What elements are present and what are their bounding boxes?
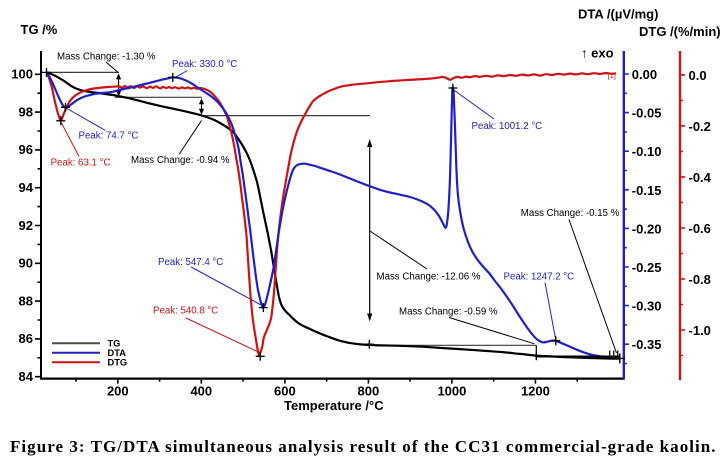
- svg-text:400: 400: [190, 384, 212, 399]
- svg-text:Peak: 540.8 °C: Peak: 540.8 °C: [153, 306, 218, 317]
- svg-text:Peak: 74.7 °C: Peak: 74.7 °C: [79, 131, 139, 142]
- svg-text:-0.6: -0.6: [689, 221, 711, 236]
- svg-text:-0.05: -0.05: [632, 106, 662, 121]
- svg-text:86: 86: [19, 331, 33, 346]
- svg-text:Peak: 547.4 °C: Peak: 547.4 °C: [158, 257, 223, 268]
- svg-text:800: 800: [358, 384, 380, 399]
- svg-text:88: 88: [19, 293, 33, 308]
- svg-text:-0.25: -0.25: [632, 260, 662, 275]
- svg-text:DTG: DTG: [108, 358, 128, 368]
- svg-text:-0.8: -0.8: [689, 272, 711, 287]
- svg-text:-0.4: -0.4: [689, 170, 712, 185]
- svg-text:Mass Change: -0.59 %: Mass Change: -0.59 %: [399, 307, 498, 318]
- svg-text:90: 90: [19, 256, 33, 271]
- svg-text:94: 94: [19, 180, 34, 195]
- svg-text:-0.10: -0.10: [632, 144, 662, 159]
- svg-text:-0.30: -0.30: [632, 299, 662, 314]
- svg-text:Peak: 330.0 °C: Peak: 330.0 °C: [172, 59, 237, 70]
- svg-text:96: 96: [19, 142, 33, 157]
- svg-text:TG: TG: [108, 339, 121, 349]
- svg-text:↑ exo: ↑ exo: [581, 46, 614, 61]
- svg-text:200: 200: [107, 384, 129, 399]
- svg-text:Mass Change: -0.94 %: Mass Change: -0.94 %: [131, 155, 230, 166]
- svg-text:1200: 1200: [521, 384, 550, 399]
- svg-text:-0.20: -0.20: [632, 221, 662, 236]
- svg-text:TG /%: TG /%: [21, 22, 58, 37]
- svg-text:0.0: 0.0: [689, 68, 707, 83]
- svg-text:DTA /(µV/mg): DTA /(µV/mg): [578, 7, 658, 22]
- svg-text:Mass Change: -0.15 %: Mass Change: -0.15 %: [521, 208, 620, 219]
- svg-text:0.00: 0.00: [632, 67, 657, 82]
- svg-text:DTA: DTA: [108, 348, 127, 358]
- svg-text:-0.35: -0.35: [632, 337, 662, 352]
- svg-text:98: 98: [19, 104, 33, 119]
- svg-text:-0.15: -0.15: [632, 183, 662, 198]
- svg-text:-1.0: -1.0: [689, 323, 711, 338]
- svg-text:Peak: 63.1 °C: Peak: 63.1 °C: [51, 158, 111, 169]
- svg-text:1000: 1000: [437, 384, 466, 399]
- svg-text:Mass Change: -1.30 %: Mass Change: -1.30 %: [57, 52, 156, 63]
- svg-text:Temperature /°C: Temperature /°C: [284, 398, 384, 413]
- svg-text:Peak: 1247.2 °C: Peak: 1247.2 °C: [504, 272, 575, 283]
- svg-text:600: 600: [274, 384, 296, 399]
- svg-text:DTG /(%/min): DTG /(%/min): [639, 24, 721, 39]
- svg-text:84: 84: [19, 369, 34, 384]
- svg-text:100: 100: [11, 67, 33, 82]
- svg-text:Mass Change: -12.06 %: Mass Change: -12.06 %: [377, 271, 481, 282]
- svg-text:-0.2: -0.2: [689, 119, 711, 134]
- svg-text:Peak: 1001.2 °C: Peak: 1001.2 °C: [472, 121, 543, 132]
- svg-text:92: 92: [19, 218, 33, 233]
- svg-text:[1]: [1]: [608, 71, 616, 80]
